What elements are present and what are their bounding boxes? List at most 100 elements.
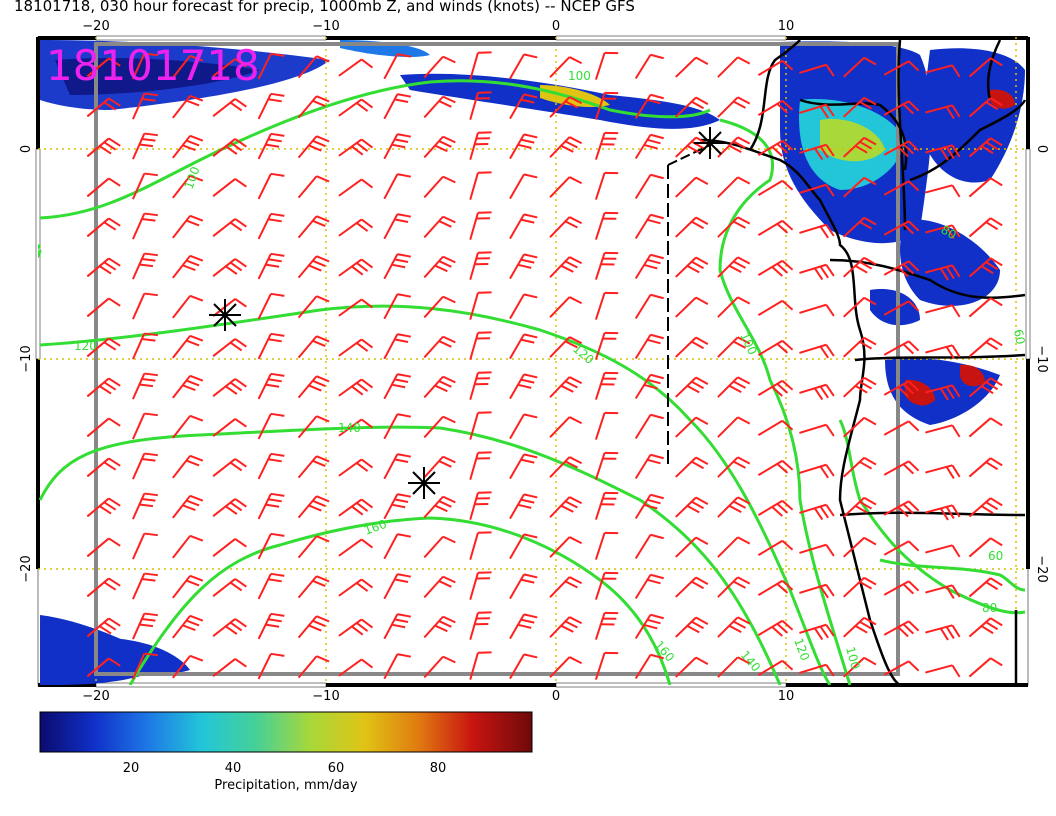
wind-barb bbox=[509, 93, 538, 120]
wind-barb bbox=[594, 571, 619, 600]
wind-barb bbox=[212, 138, 247, 157]
wind-barb bbox=[172, 174, 204, 199]
wind-barb bbox=[549, 456, 583, 478]
wind-barb bbox=[212, 338, 247, 357]
wind-barb bbox=[297, 495, 330, 519]
wind-barb bbox=[549, 536, 583, 558]
wind-barb bbox=[883, 300, 920, 316]
wind-barb bbox=[469, 91, 492, 120]
wind-barb bbox=[634, 333, 664, 360]
wind-barb bbox=[757, 179, 794, 197]
wind-barb bbox=[549, 256, 583, 278]
wind-barb bbox=[338, 538, 374, 557]
wind-barb bbox=[297, 135, 330, 159]
wind-barb bbox=[86, 57, 121, 78]
wind-barb bbox=[423, 255, 456, 279]
wind-barb bbox=[257, 332, 285, 360]
wind-barb bbox=[883, 620, 920, 638]
wind-barb bbox=[172, 214, 204, 239]
wind-barb bbox=[132, 612, 158, 640]
wind-barb bbox=[594, 211, 619, 240]
wind-barb bbox=[338, 338, 374, 357]
wind-barb bbox=[594, 91, 619, 120]
wind-barb bbox=[634, 93, 664, 120]
wind-barb bbox=[212, 58, 247, 77]
wind-barb bbox=[757, 419, 794, 437]
colorbar-tick: 80 bbox=[430, 761, 447, 776]
wind-barb bbox=[257, 612, 285, 640]
wind-barb bbox=[212, 458, 247, 477]
wind-barb bbox=[212, 578, 247, 597]
wind-barb bbox=[509, 333, 538, 360]
wind-barb bbox=[883, 100, 920, 116]
wind-barb bbox=[86, 417, 121, 438]
wind-barb bbox=[549, 136, 583, 158]
wind-barb bbox=[883, 380, 920, 398]
wind-barb bbox=[799, 303, 835, 317]
wind-barb bbox=[338, 218, 374, 237]
wind-barb bbox=[925, 344, 961, 359]
wind-barb bbox=[757, 219, 794, 237]
lon-tick-top: −10 bbox=[312, 19, 339, 34]
wind-barb bbox=[132, 452, 158, 480]
wind-barb bbox=[883, 660, 920, 676]
wind-barb bbox=[925, 504, 961, 521]
wind-barb bbox=[383, 253, 411, 280]
contour-label: 60 bbox=[988, 549, 1003, 563]
wind-barb bbox=[423, 415, 456, 439]
wind-barb bbox=[549, 416, 583, 438]
wind-barb bbox=[799, 423, 835, 437]
wind-barb bbox=[757, 339, 794, 357]
wind-barb bbox=[799, 223, 835, 239]
wind-barb bbox=[549, 96, 583, 118]
wind-barb bbox=[968, 617, 1003, 638]
wind-barb bbox=[675, 176, 709, 198]
contour-label: 80 bbox=[982, 601, 997, 615]
wind-barb bbox=[172, 134, 204, 159]
wind-barb bbox=[968, 297, 1003, 318]
wind-barb bbox=[297, 375, 330, 399]
wind-barb bbox=[757, 619, 794, 637]
wind-barb bbox=[423, 175, 456, 199]
wind-barb bbox=[883, 180, 920, 196]
wind-barb bbox=[843, 416, 877, 438]
wind-barb bbox=[843, 176, 877, 198]
wind-barb bbox=[843, 536, 877, 558]
wind-barb bbox=[132, 332, 158, 360]
wind-barb bbox=[86, 457, 121, 478]
wind-barb bbox=[757, 139, 794, 157]
wind-barb bbox=[212, 538, 247, 557]
wind-barb bbox=[757, 99, 794, 117]
colorbar-tick: 40 bbox=[225, 761, 242, 776]
wind-barb bbox=[594, 491, 619, 520]
wind-barb bbox=[843, 96, 877, 118]
wind-barb bbox=[172, 454, 204, 479]
wind-barb bbox=[843, 56, 877, 78]
height-contours bbox=[38, 79, 1026, 685]
lon-tick-top: −20 bbox=[82, 19, 109, 34]
high-center-marker bbox=[408, 467, 440, 499]
wind-barb bbox=[172, 334, 204, 359]
lon-tick-bottom: −10 bbox=[312, 689, 339, 704]
wind-barb bbox=[717, 376, 751, 398]
wind-barb bbox=[257, 252, 285, 280]
page-title: 18101718, 030 hour forecast for precip, … bbox=[14, 0, 635, 15]
lat-tick-right: 0 bbox=[1034, 145, 1049, 153]
wind-barb bbox=[172, 374, 204, 399]
boundary-dashed-line-2 bbox=[667, 144, 711, 166]
wind-barb bbox=[212, 658, 247, 677]
wind-barb bbox=[212, 258, 247, 277]
colorbar-label: Precipitation, mm/day bbox=[214, 778, 357, 793]
wind-barb bbox=[132, 532, 158, 560]
wind-barb bbox=[968, 417, 1003, 438]
wind-barb bbox=[594, 531, 619, 560]
wind-barb bbox=[675, 256, 709, 278]
colorbar-gradient bbox=[39, 711, 533, 753]
wind-barb bbox=[968, 657, 1003, 678]
wind-barb bbox=[423, 375, 456, 399]
wind-barb bbox=[634, 293, 664, 320]
wind-barb bbox=[423, 575, 456, 599]
wind-barb bbox=[968, 337, 1003, 358]
wind-barb bbox=[509, 253, 538, 280]
wind-barb bbox=[925, 464, 961, 479]
